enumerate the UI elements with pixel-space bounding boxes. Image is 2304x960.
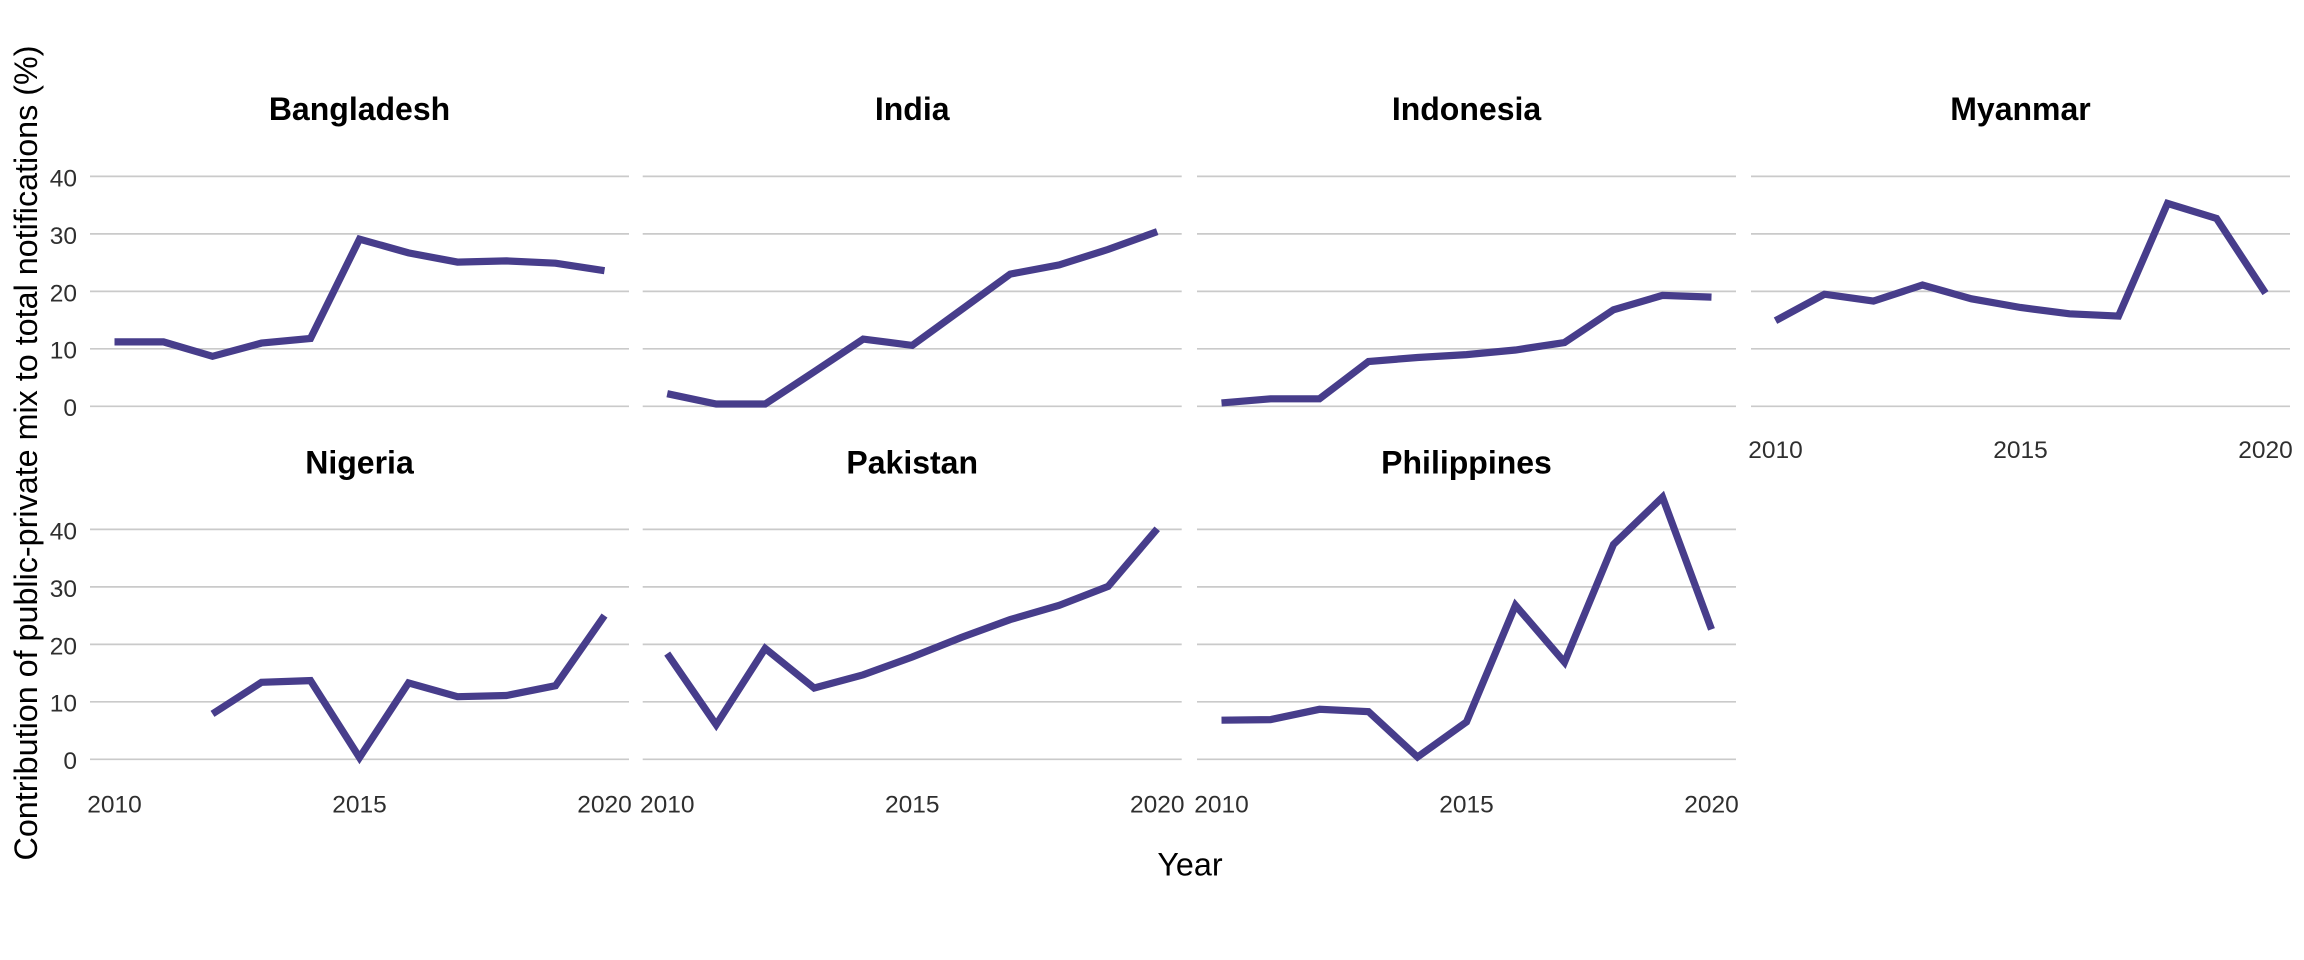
svg-text:2015: 2015 (1993, 437, 2048, 464)
svg-text:20: 20 (50, 280, 77, 307)
svg-text:2015: 2015 (885, 792, 940, 819)
svg-text:2015: 2015 (332, 792, 387, 819)
svg-text:Year: Year (1157, 846, 1223, 882)
svg-text:Contribution of public-private: Contribution of public-private mix to to… (8, 46, 44, 861)
svg-text:2020: 2020 (1130, 792, 1185, 819)
svg-text:2015: 2015 (1439, 792, 1494, 819)
svg-text:Nigeria: Nigeria (305, 444, 414, 480)
svg-text:Philippines: Philippines (1381, 444, 1552, 480)
svg-text:0: 0 (63, 395, 77, 422)
svg-text:20: 20 (50, 633, 77, 660)
svg-text:40: 40 (50, 518, 77, 545)
svg-text:Pakistan: Pakistan (846, 444, 978, 480)
svg-text:Myanmar: Myanmar (1950, 91, 2091, 127)
svg-text:0: 0 (63, 748, 77, 775)
svg-text:10: 10 (50, 338, 77, 365)
svg-text:India: India (875, 91, 950, 127)
svg-text:Indonesia: Indonesia (1392, 91, 1542, 127)
svg-text:2020: 2020 (2238, 437, 2293, 464)
svg-text:30: 30 (50, 223, 77, 250)
svg-text:2010: 2010 (87, 792, 142, 819)
svg-text:10: 10 (50, 691, 77, 718)
svg-text:2010: 2010 (1748, 437, 1803, 464)
svg-text:40: 40 (50, 165, 77, 192)
svg-text:2010: 2010 (1194, 792, 1249, 819)
svg-text:30: 30 (50, 576, 77, 603)
svg-text:Bangladesh: Bangladesh (269, 91, 450, 127)
svg-text:2010: 2010 (640, 792, 695, 819)
svg-text:2020: 2020 (577, 792, 632, 819)
svg-text:2020: 2020 (1684, 792, 1739, 819)
